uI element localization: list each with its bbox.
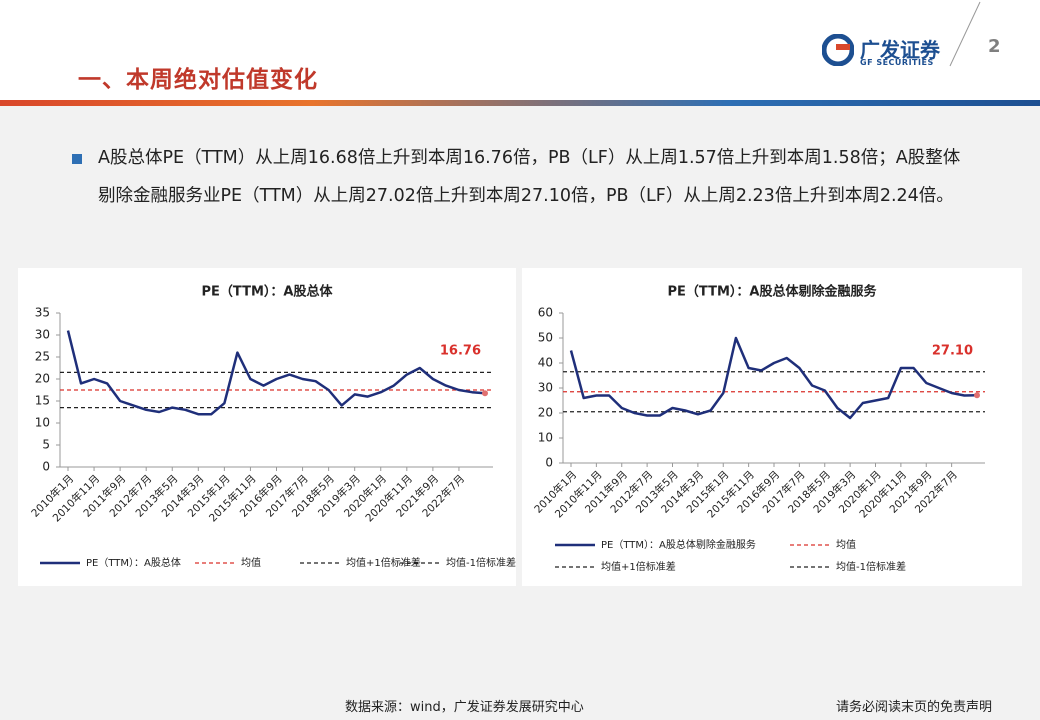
legend-label: 均值 xyxy=(241,556,261,569)
header xyxy=(0,0,1040,100)
y-tick-label: 60 xyxy=(538,306,553,320)
chart-title: PE（TTM）：A股总体 xyxy=(202,284,334,300)
y-tick-label: 40 xyxy=(538,356,553,370)
legend-label: 均值 xyxy=(836,538,856,551)
disclaimer: 请务必阅读末页的免责声明 xyxy=(836,700,993,715)
y-tick-label: 5 xyxy=(42,438,50,452)
y-tick-label: 20 xyxy=(538,406,553,420)
slash xyxy=(949,1,981,67)
page-number: 2 xyxy=(988,36,1001,57)
source: 数据来源：wind，广发证券发展研究中心 xyxy=(345,700,584,715)
y-tick-label: 10 xyxy=(538,431,553,445)
value-label: 16.76 xyxy=(440,344,481,359)
legend-label: 均值+1倍标准差 xyxy=(346,556,421,569)
chart-title: PE（TTM）：A股总体剔除金融服务 xyxy=(668,284,878,300)
y-tick-label: 30 xyxy=(538,381,553,395)
series-line xyxy=(66,330,486,416)
logo: 广发证券 xyxy=(860,38,940,62)
legend-label: PE（TTM）：A股总体剔除金融服务 xyxy=(601,538,756,551)
y-tick-label: 30 xyxy=(35,328,50,342)
y-tick-label: 10 xyxy=(35,416,50,430)
chart-panel xyxy=(18,268,516,586)
bullet-marker xyxy=(72,154,82,164)
y-tick-label: 15 xyxy=(35,394,50,408)
header-bar xyxy=(0,100,1040,106)
y-tick-label: 35 xyxy=(35,306,50,320)
series-line xyxy=(569,336,978,420)
y-tick-label: 0 xyxy=(42,460,50,474)
legend-label: 均值+1倍标准差 xyxy=(601,560,676,573)
y-tick-label: 20 xyxy=(35,372,50,386)
end-marker xyxy=(482,390,488,397)
y-tick-label: 0 xyxy=(545,456,553,470)
bullet-text: A股总体PE（TTM）从上周16.68倍上升到本周16.76倍，PB（LF）从上… xyxy=(98,148,961,206)
value-label: 27.10 xyxy=(932,344,973,359)
chart-panel xyxy=(522,268,1022,586)
y-tick-label: 50 xyxy=(538,331,553,345)
y-tick-label: 25 xyxy=(35,350,50,364)
logo-mark xyxy=(822,34,854,66)
end-marker xyxy=(974,392,980,399)
legend-label: 均值-1倍标准差 xyxy=(836,560,906,573)
logo-en: GF SECURITIES xyxy=(860,58,934,67)
bullet-item: A股总体PE（TTM）从上周16.68倍上升到本周16.76倍，PB（LF）从上… xyxy=(72,147,972,215)
slide-title: 一、本周绝对估值变化 xyxy=(78,67,318,93)
legend-label: 均值-1倍标准差 xyxy=(446,556,516,569)
legend-label: PE（TTM）：A股总体 xyxy=(86,556,181,569)
